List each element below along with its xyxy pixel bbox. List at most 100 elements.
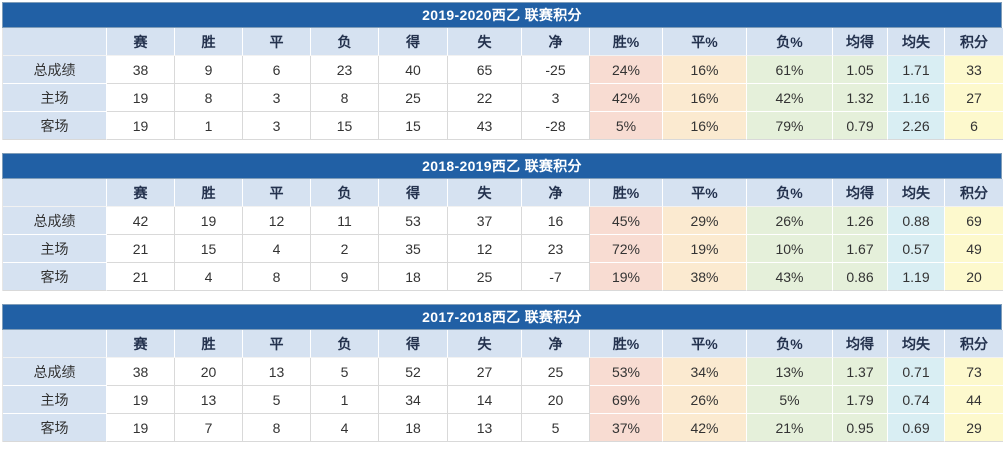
stat-cell: 16 (522, 207, 590, 235)
column-header: 胜% (590, 28, 663, 56)
stat-cell: 52 (379, 358, 448, 386)
stat-cell: 2 (311, 235, 379, 263)
stat-cell: 11 (311, 207, 379, 235)
stat-cell: 38 (107, 358, 175, 386)
stat-cell: 37 (448, 207, 522, 235)
stat-cell: 7 (175, 414, 243, 442)
stat-cell: 5% (590, 112, 663, 140)
stat-cell: 13 (175, 386, 243, 414)
stat-cell: 42 (107, 207, 175, 235)
stat-cell: 4 (311, 414, 379, 442)
stat-cell: 21% (747, 414, 833, 442)
stat-cell: 23 (522, 235, 590, 263)
stat-cell: 1.67 (833, 235, 888, 263)
stat-cell: 21 (107, 235, 175, 263)
stat-cell: 6 (945, 112, 1003, 140)
stat-cell: 38 (107, 56, 175, 84)
column-header: 负 (311, 330, 379, 358)
column-header: 赛 (107, 28, 175, 56)
column-header: 积分 (945, 330, 1003, 358)
stat-cell: 27 (448, 358, 522, 386)
stat-cell: 1.71 (888, 56, 945, 84)
column-header: 得 (379, 28, 448, 56)
header-row: 赛胜平负得失净胜% 平% 负% 均得 均失 积分 (3, 179, 1003, 207)
stat-cell: 43 (448, 112, 522, 140)
column-header: 均得 (833, 330, 888, 358)
stat-cell: 38% (663, 263, 747, 291)
stat-cell: 29% (663, 207, 747, 235)
column-header: 净 (522, 330, 590, 358)
column-header: 失 (448, 330, 522, 358)
stat-cell: 5 (311, 358, 379, 386)
column-header: 净 (522, 179, 590, 207)
stat-cell: 4 (175, 263, 243, 291)
stat-cell: 16% (663, 112, 747, 140)
stat-cell: 10% (747, 235, 833, 263)
season-table-0: 2019-2020西乙 联赛积分 赛胜平负得失净胜% 平% 负% 均得 均失 积分 总成绩… (2, 2, 1003, 140)
stat-cell: 69 (945, 207, 1003, 235)
column-header: 负% (747, 28, 833, 56)
season-title-bar: 2019-2020西乙 联赛积分 (2, 2, 1002, 28)
column-header: 赛 (107, 179, 175, 207)
stat-cell: 3 (243, 112, 311, 140)
stat-cell: 22 (448, 84, 522, 112)
stat-cell: 25 (379, 84, 448, 112)
stat-cell: 53 (379, 207, 448, 235)
stat-cell: 34 (379, 386, 448, 414)
stat-cell: 16% (663, 84, 747, 112)
stat-cell: 44 (945, 386, 1003, 414)
stat-cell: 18 (379, 414, 448, 442)
stat-cell: 5% (747, 386, 833, 414)
stat-cell: 9 (311, 263, 379, 291)
stat-cell: 20 (945, 263, 1003, 291)
stat-cell: 0.57 (888, 235, 945, 263)
stat-cell: 13 (448, 414, 522, 442)
stat-cell: 12 (448, 235, 522, 263)
stat-cell: -25 (522, 56, 590, 84)
stat-cell: 79% (747, 112, 833, 140)
stat-cell: 13 (243, 358, 311, 386)
row-label: 主场 (3, 84, 107, 112)
season-title: 2019-2020西乙 联赛积分 (422, 7, 582, 23)
column-header: 胜 (175, 28, 243, 56)
stat-cell: 72% (590, 235, 663, 263)
stat-cell: -28 (522, 112, 590, 140)
stat-cell: 14 (448, 386, 522, 414)
column-header: 平 (243, 28, 311, 56)
stat-cell: 1.16 (888, 84, 945, 112)
season-table-1: 2018-2019西乙 联赛积分 赛胜平负得失净胜% 平% 负% 均得 均失 积分 总成绩… (2, 153, 1003, 291)
table-row: 主场 19 13 5 1 34 14 20 69% 26% 5% 1.79 0.74 44 (3, 386, 1003, 414)
stat-cell: 42% (663, 414, 747, 442)
stat-cell: 19 (107, 414, 175, 442)
stat-cell: 18 (379, 263, 448, 291)
row-label: 总成绩 (3, 358, 107, 386)
header-row: 赛胜平负得失净胜% 平% 负% 均得 均失 积分 (3, 330, 1003, 358)
column-header: 失 (448, 28, 522, 56)
table-row: 主场 21 15 4 2 35 12 23 72% 19% 10% 1.67 0.57 49 (3, 235, 1003, 263)
column-header: 均失 (888, 28, 945, 56)
table-row: 主场 19 8 3 8 25 22 3 42% 16% 42% 1.32 1.16 27 (3, 84, 1003, 112)
stat-cell: 8 (311, 84, 379, 112)
stat-cell: 1.26 (833, 207, 888, 235)
column-header: 平% (663, 179, 747, 207)
table-row: 客场 19 1 3 15 15 43 -28 5% 16% 79% 0.79 2.26 6 (3, 112, 1003, 140)
stat-cell: 0.69 (888, 414, 945, 442)
column-header: 失 (448, 179, 522, 207)
stats-grid: 赛胜平负得失净胜% 平% 负% 均得 均失 积分 总成绩 42 19 12 11 53 37 16 45%… (2, 179, 1003, 291)
stat-cell: 21 (107, 263, 175, 291)
row-label: 主场 (3, 235, 107, 263)
column-header: 平 (243, 330, 311, 358)
season-title-bar: 2018-2019西乙 联赛积分 (2, 153, 1002, 179)
stat-cell: 1.32 (833, 84, 888, 112)
stat-cell: 29 (945, 414, 1003, 442)
stat-cell: 13% (747, 358, 833, 386)
column-header: 胜% (590, 179, 663, 207)
stat-cell: 24% (590, 56, 663, 84)
stat-cell: 3 (522, 84, 590, 112)
stat-cell: 25 (448, 263, 522, 291)
stat-cell: 1.19 (888, 263, 945, 291)
stat-cell: 53% (590, 358, 663, 386)
stat-cell: 0.79 (833, 112, 888, 140)
stat-cell: 6 (243, 56, 311, 84)
stat-cell: 37% (590, 414, 663, 442)
